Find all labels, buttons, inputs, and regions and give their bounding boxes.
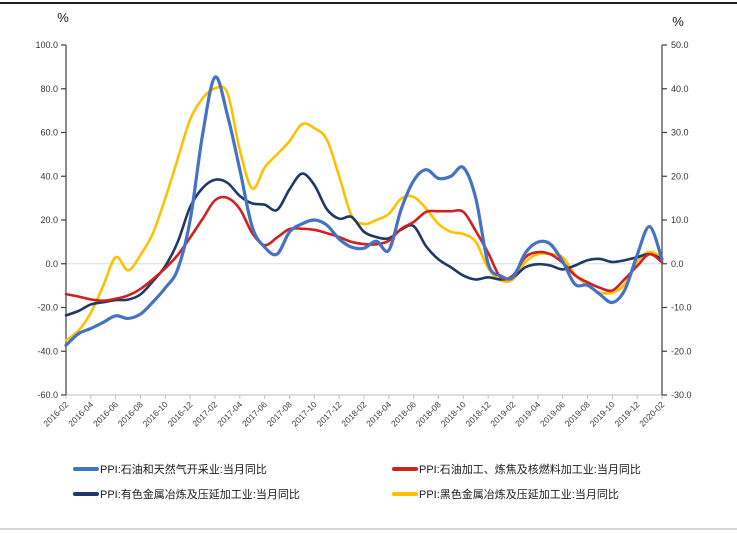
y-axis-right-tick-label: 50.0 xyxy=(671,40,689,50)
y-axis-right-tick-label: 10.0 xyxy=(671,215,689,225)
x-axis-tick-label: 2017-06 xyxy=(240,399,269,428)
x-axis-tick-label: 2018-02 xyxy=(339,399,368,428)
x-axis-tick-label: 2019-12 xyxy=(612,399,641,428)
series-line-2 xyxy=(64,172,664,317)
y-axis-right-tick-label: 30.0 xyxy=(671,128,689,138)
left-axis-unit-label: % xyxy=(57,10,69,25)
y-axis-right-tick-label: -20.0 xyxy=(671,346,692,356)
y-axis-right-tick-label: 20.0 xyxy=(671,171,689,181)
legend-row-2: PPI:有色金属冶炼及压延加工业:当月同比 PPI:黑色金属冶炼及压延加工业:当… xyxy=(0,481,737,506)
x-axis-tick-label: 2018-08 xyxy=(414,399,443,428)
y-axis-right-tick-label: -30.0 xyxy=(671,390,692,400)
x-axis-tick-label: 2017-02 xyxy=(190,399,219,428)
y-axis-left-tick-label: -20.0 xyxy=(37,303,58,313)
legend-line-marker-navy xyxy=(73,491,99,496)
x-axis-tick-label: 2016-10 xyxy=(141,399,170,428)
x-axis-tick-label: 2020-02 xyxy=(637,399,666,428)
x-axis-tick-label: 2016-02 xyxy=(41,399,70,428)
y-axis-left-tick-label: -60.0 xyxy=(37,390,58,400)
y-axis-left-tick-label: 40.0 xyxy=(40,171,58,181)
x-axis-tick-label: 2019-08 xyxy=(563,399,592,428)
legend-label: PPI:黑色金属冶炼及压延加工业:当月同比 xyxy=(419,488,619,501)
legend-item-nonferrous-metals: PPI:有色金属冶炼及压延加工业:当月同比 xyxy=(73,481,300,506)
chart-legend: PPI:石油和天然气开采业:当月同比 PPI:石油加工、炼焦及核燃料加工业:当月… xyxy=(0,456,737,506)
chart-plot-area: 2016-022016-042016-062016-082016-102016-… xyxy=(35,40,691,428)
top-divider-line xyxy=(0,2,737,4)
x-axis-tick-label: 2016-06 xyxy=(91,399,120,428)
x-axis-tick-label: 2018-04 xyxy=(364,399,393,428)
bottom-divider-line xyxy=(0,528,737,530)
legend-line-marker-yellow xyxy=(392,491,418,496)
x-axis-tick-label: 2018-06 xyxy=(389,399,418,428)
x-axis-tick-label: 2019-06 xyxy=(538,399,567,428)
legend-item-ferrous-metals: PPI:黑色金属冶炼及压延加工业:当月同比 xyxy=(392,481,619,506)
legend-line-marker-red xyxy=(392,466,418,471)
y-axis-right-tick-label: 40.0 xyxy=(671,84,689,94)
x-axis-tick-label: 2019-02 xyxy=(488,399,517,428)
right-axis-unit-label: % xyxy=(672,14,684,29)
legend-item-oil-processing: PPI:石油加工、炼焦及核燃料加工业:当月同比 xyxy=(392,456,641,481)
x-axis-tick-label: 2017-04 xyxy=(215,399,244,428)
y-axis-left-tick-label: 60.0 xyxy=(40,128,58,138)
legend-row-1: PPI:石油和天然气开采业:当月同比 PPI:石油加工、炼焦及核燃料加工业:当月… xyxy=(0,456,737,481)
x-axis-tick-label: 2018-12 xyxy=(463,399,492,428)
x-axis-tick-label: 2017-12 xyxy=(314,399,343,428)
x-axis-tick-label: 2019-10 xyxy=(588,399,617,428)
series-line-0 xyxy=(64,75,664,347)
y-axis-left-tick-label: 0.0 xyxy=(45,259,58,269)
ppi-line-chart: % % 2016-022016-042016-062016-082016-102… xyxy=(35,10,691,428)
y-axis-right-tick-label: 0.0 xyxy=(671,259,684,269)
y-axis-left-tick-label: 80.0 xyxy=(40,84,58,94)
legend-label: PPI:石油和天然气开采业:当月同比 xyxy=(100,463,267,476)
x-axis-tick-label: 2017-08 xyxy=(265,399,294,428)
legend-line-marker-blue xyxy=(73,466,99,471)
x-axis-tick-label: 2016-08 xyxy=(116,399,145,428)
legend-label: PPI:石油加工、炼焦及核燃料加工业:当月同比 xyxy=(419,463,641,476)
x-axis-tick-label: 2018-10 xyxy=(439,399,468,428)
y-axis-right-tick-label: -10.0 xyxy=(671,303,692,313)
x-axis-tick-label: 2019-04 xyxy=(513,399,542,428)
series-line-3 xyxy=(64,85,664,342)
y-axis-left-tick-label: 100.0 xyxy=(35,40,58,50)
legend-label: PPI:有色金属冶炼及压延加工业:当月同比 xyxy=(100,488,300,501)
x-axis-tick-label: 2017-10 xyxy=(290,399,319,428)
legend-item-oil-gas-extraction: PPI:石油和天然气开采业:当月同比 xyxy=(73,456,267,481)
x-axis-tick-label: 2016-12 xyxy=(165,399,194,428)
x-axis-tick-label: 2016-04 xyxy=(66,399,95,428)
y-axis-left-tick-label: -40.0 xyxy=(37,346,58,356)
y-axis-left-tick-label: 20.0 xyxy=(40,215,58,225)
